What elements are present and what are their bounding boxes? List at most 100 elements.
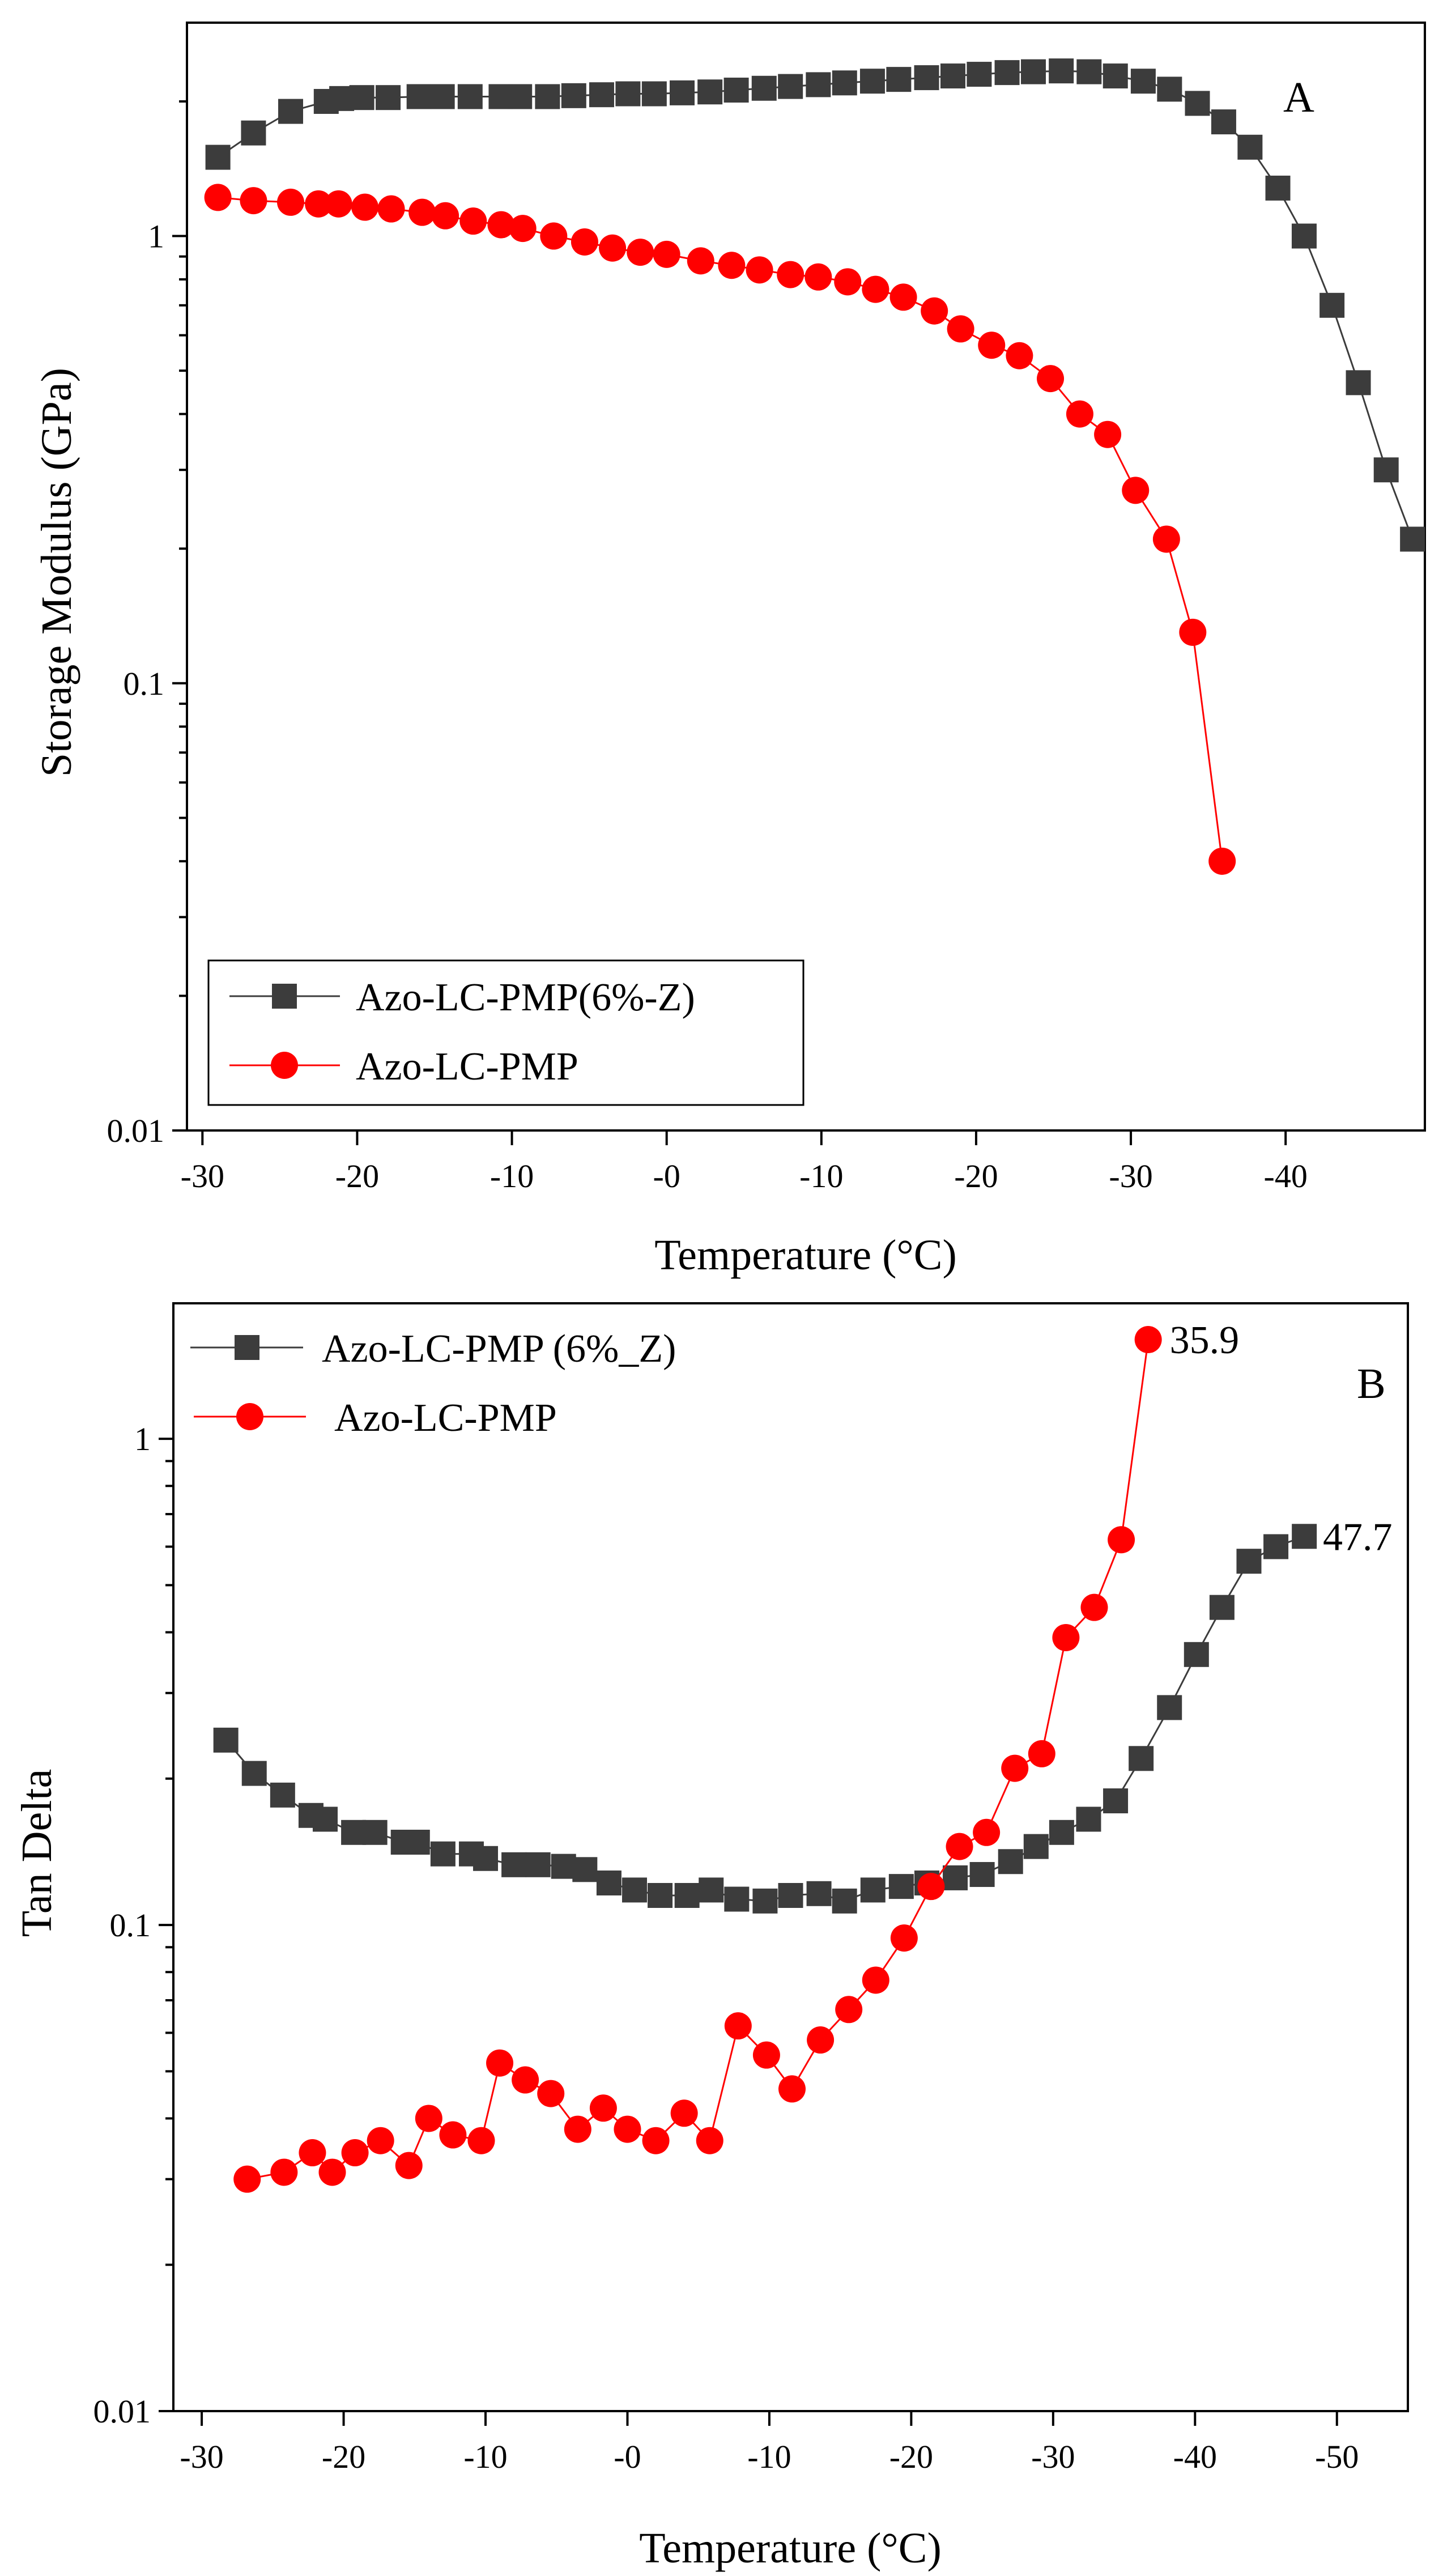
- panel-b-series-1-point: [969, 1862, 995, 1888]
- panel-a-series-2-line: [218, 196, 1223, 861]
- panel-b-y-axis-title: Tan Delta: [13, 1769, 61, 1937]
- panel-b-series-2-point: [890, 1924, 918, 1952]
- panel-a-series-2-point: [862, 275, 889, 303]
- panel-a-series-1-point: [697, 79, 723, 105]
- panel-b-series-2-point: [1080, 1593, 1108, 1621]
- panel-b-series-2-point: [589, 2094, 617, 2122]
- panel-a-legend-marker-1: [272, 984, 297, 1009]
- panel-b-series-1-point: [473, 1846, 499, 1871]
- panel-b-series-2-point: [835, 1996, 863, 2024]
- panel-b-series-1-point: [699, 1877, 724, 1903]
- panel-a-series-1-point: [507, 84, 533, 109]
- panel-a-series-2-point: [325, 190, 352, 218]
- panel-a-series-2-point: [653, 240, 680, 268]
- panel-a-series-2-point: [804, 263, 832, 291]
- panel-a-series-2-point: [978, 331, 1006, 359]
- panel-a-x-tick-label: -30: [1109, 1158, 1152, 1195]
- panel-b-series-2-point: [439, 2121, 467, 2149]
- panel-b-legend-marker-2: [236, 1403, 263, 1430]
- panel-a-series-2-point: [540, 222, 568, 250]
- panel-a-series-2-point: [204, 184, 232, 211]
- panel-b-plot-frame: [172, 1302, 1409, 2412]
- panel-b-series-1-point: [832, 1888, 857, 1914]
- panel-b-series-1-point: [1049, 1820, 1074, 1845]
- panel-a-plot-frame: [186, 22, 1426, 1132]
- panel-a-series-2-point: [1152, 525, 1180, 553]
- panel-a-series-1-point: [914, 65, 939, 91]
- panel-b-series-2-point: [862, 1966, 889, 1994]
- panel-a-series-1-point: [1265, 175, 1291, 201]
- panel-b-x-tick-label: -50: [1315, 2438, 1359, 2475]
- panel-b-series-1-point: [501, 1852, 527, 1877]
- panel-a-series-1-point: [1211, 109, 1236, 135]
- panel-a-series-1-point: [751, 75, 777, 101]
- panel-b-letter: B: [1357, 1360, 1386, 1408]
- panel-b-series-1-line: [225, 1535, 1305, 1902]
- panel-b-series-1-point: [405, 1830, 430, 1855]
- panel-a-series-2-point: [351, 193, 379, 221]
- panel-a-x-tick-label: -20: [335, 1158, 379, 1195]
- panel-b-annotation: 47.7: [1323, 1515, 1393, 1559]
- panel-b-series-2-point: [670, 2099, 698, 2127]
- panel-a-series-2-point: [1006, 342, 1033, 369]
- panel-a-x-tick-label: -30: [181, 1158, 224, 1195]
- panel-a-series-2-point: [687, 247, 714, 275]
- panel-a-y-axis-title: Storage Modulus (GPa): [33, 368, 80, 777]
- panel-a-series-2-point: [921, 297, 948, 325]
- panel-a-series-2-point: [1179, 618, 1207, 646]
- panel-a-series-1-point: [1103, 63, 1128, 89]
- panel-a-series-1-point: [376, 85, 401, 110]
- panel-b-series-2-point: [642, 2127, 670, 2154]
- panel-a-series-1-point: [859, 69, 885, 94]
- panel-b-series-1-point: [341, 1820, 367, 1845]
- panel-a-legend-marker-2: [271, 1052, 298, 1079]
- panel-b-series-2-point: [614, 2115, 641, 2143]
- panel-a-series-2-point: [834, 268, 862, 296]
- panel-a-series-1-point: [1076, 59, 1102, 84]
- panel-b-x-tick-label: -30: [1031, 2438, 1075, 2475]
- panel-a-series-1-point: [1157, 76, 1182, 102]
- panel-a-series-1-point: [457, 84, 483, 109]
- panel-b-series-1-point: [778, 1883, 803, 1908]
- panel-a-series-1-point: [994, 60, 1020, 86]
- panel-a-series-2-point: [746, 256, 773, 284]
- panel-a-series-1-point: [1291, 223, 1317, 249]
- panel-a-series-1-point: [561, 83, 586, 108]
- panel-b-series-1-point: [551, 1854, 576, 1879]
- panel-b-tan-delta-chart: -30 -20 -10 -0 -10 -20 -30 -40 -50 0.01 0.1 1 35.9 4…: [13, 1302, 1409, 2572]
- panel-b-series-1-point: [1076, 1806, 1101, 1832]
- panel-a-series-2-point: [408, 198, 436, 226]
- panel-b-series-2-point: [1134, 1326, 1162, 1354]
- panel-a-x-tick-label: -10: [799, 1158, 843, 1195]
- panel-a-series-1-point: [1319, 292, 1345, 318]
- panel-b-series-2-point: [1052, 1623, 1080, 1651]
- panel-a-series-1-point: [832, 70, 857, 96]
- panel-a-series-1-point: [967, 62, 992, 87]
- panel-b-series-1-point: [1023, 1834, 1049, 1859]
- panel-a-series-2-point: [627, 239, 654, 266]
- panel-a-legend: Azo-LC-PMP(6%-Z) Azo-LC-PMP: [207, 959, 804, 1106]
- panel-a-legend-label-2: Azo-LC-PMP: [356, 1045, 578, 1089]
- panel-b-series-1-point: [998, 1849, 1023, 1874]
- panel-a-series: [204, 58, 1425, 875]
- panel-b-series-1-point: [572, 1857, 598, 1882]
- panel-b-x-tick-label: -20: [322, 2438, 365, 2475]
- panel-b-series-2-point: [807, 2026, 835, 2054]
- panel-b-series-2-point: [778, 2075, 806, 2103]
- panel-b-x-tick-label: -40: [1173, 2438, 1217, 2475]
- panel-b-series-1-point: [888, 1874, 914, 1899]
- panel-a-series-1-point: [349, 85, 374, 110]
- panel-b-series-2-point: [946, 1833, 973, 1860]
- panel-b-legend-label-2: Azo-LC-PMP: [334, 1396, 557, 1440]
- panel-b-series-2-point: [299, 2139, 326, 2167]
- panel-a-series-1-point: [1185, 91, 1210, 116]
- panel-a-series-2-point: [1208, 847, 1236, 875]
- panel-a-series-1-point: [723, 78, 749, 103]
- panel-b-x-tick-label: -10: [747, 2438, 791, 2475]
- panel-b-series-2-point: [467, 2127, 495, 2154]
- panel-a-series-2-point: [240, 187, 267, 215]
- panel-b-series-2-point: [512, 2066, 539, 2094]
- panel-b-legend: Azo-LC-PMP (6%_Z) Azo-LC-PMP: [190, 1327, 676, 1440]
- panel-b-series-1-point: [241, 1761, 267, 1786]
- panel-a-series-2-point: [1122, 477, 1150, 504]
